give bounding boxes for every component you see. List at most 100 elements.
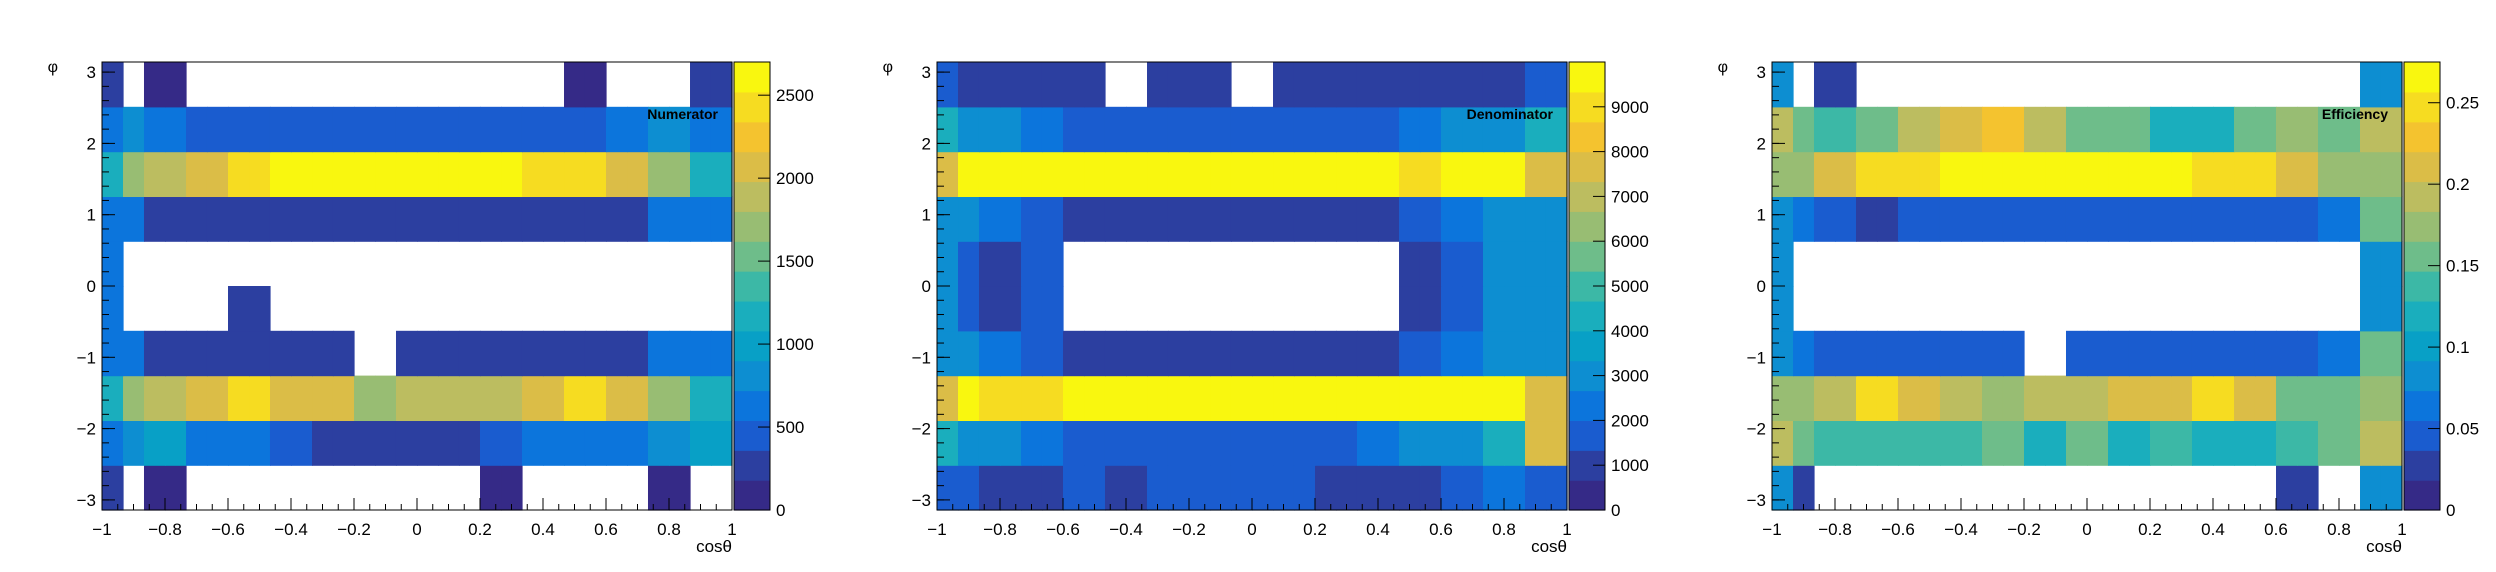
heatmap-cell [269, 151, 292, 198]
heatmap-cell [143, 106, 166, 153]
heatmap-cell [1021, 151, 1043, 198]
heatmap-cell [354, 196, 376, 242]
heatmap-cell [438, 196, 460, 242]
color-bar-tick-label: 7000 [1611, 187, 1649, 206]
heatmap-cell [143, 465, 166, 511]
heatmap-cell [1876, 375, 1899, 422]
x-tick-label: 1 [2397, 520, 2406, 539]
heatmap-cell [958, 375, 980, 422]
heatmap-cell [2087, 420, 2109, 466]
heatmap-cell [1898, 106, 1920, 153]
heatmap-cell [2297, 420, 2319, 466]
heatmap-cell [543, 375, 565, 422]
heatmap-cell [1482, 330, 1505, 377]
heatmap-cell [1252, 196, 1274, 242]
heatmap-cell [1230, 330, 1253, 377]
heatmap-cell [2087, 375, 2109, 422]
color-bar-tick-label: 1000 [776, 335, 814, 354]
x-tick-label: −0.4 [1944, 520, 1978, 539]
heatmap-cell [1813, 62, 1836, 108]
heatmap-cell [1336, 465, 1358, 511]
y-tick-label: 0 [922, 277, 931, 296]
heatmap-cell [1336, 330, 1358, 377]
heatmap-cell [2360, 151, 2382, 198]
color-bar-tick-label: 0.15 [2446, 257, 2479, 276]
heatmap-cell [690, 106, 712, 153]
heatmap-cell [1961, 106, 1983, 153]
color-bar-segment [2404, 271, 2440, 302]
color-bar-tick-label: 0 [776, 501, 785, 520]
heatmap-cell [123, 420, 145, 466]
heatmap-cell [1835, 330, 1857, 377]
heatmap-cell [417, 330, 439, 377]
heatmap-cell [1000, 375, 1022, 422]
heatmap-cell [1084, 420, 1106, 466]
heatmap-cell [2087, 106, 2109, 153]
heatmap-cell [669, 106, 691, 153]
heatmap-cell [2360, 420, 2382, 466]
heatmap-cell [1021, 241, 1043, 287]
heatmap-cell [1525, 241, 1547, 287]
heatmap-cell [521, 375, 544, 422]
heatmap-cell [647, 420, 670, 466]
heatmap-cell [1126, 465, 1148, 511]
x-tick-label: 0.2 [1303, 520, 1327, 539]
heatmap-cell [1772, 465, 1794, 511]
heatmap-cell [958, 241, 980, 287]
x-tick-label: −0.8 [148, 520, 182, 539]
heatmap-cell [1104, 330, 1127, 377]
color-bar-segment [2404, 480, 2440, 511]
heatmap-cell [332, 375, 355, 422]
x-axis-label: cosθ [1531, 537, 1567, 556]
heatmap-cell [312, 151, 334, 198]
heatmap-cell [1126, 420, 1148, 466]
x-tick-label: 0 [2082, 520, 2091, 539]
color-bar-segment [734, 420, 770, 451]
color-bar-segment [1569, 241, 1605, 272]
heatmap-cell [249, 330, 271, 377]
heatmap-cell [647, 465, 670, 511]
color-bar-segment [734, 480, 770, 511]
heatmap-cell [1041, 330, 1064, 377]
heatmap-cell [2150, 375, 2172, 422]
heatmap-cell [354, 106, 376, 153]
color-bar-tick-label: 2500 [776, 86, 814, 105]
heatmap-cell [978, 62, 1001, 108]
heatmap-cell [438, 375, 460, 422]
heatmap-cell [1293, 106, 1316, 153]
heatmap-cell [1230, 151, 1253, 198]
heatmap-cell [2234, 151, 2256, 198]
heatmap-cell [1167, 151, 1190, 198]
heatmap-cell [1419, 62, 1442, 108]
heatmap-cell [1356, 151, 1379, 198]
heatmap-cell [2045, 196, 2067, 242]
heatmap-cell [2065, 420, 2088, 466]
heatmap-cell [1982, 330, 2004, 377]
x-tick-label: 1 [1562, 520, 1571, 539]
heatmap-cell [1293, 465, 1316, 511]
heatmap-cell [1126, 196, 1148, 242]
heatmap-cell [249, 286, 271, 332]
color-bar-segment [2404, 420, 2440, 451]
heatmap-cell [312, 196, 334, 242]
heatmap-cell [291, 375, 313, 422]
heatmap-cell [937, 62, 959, 108]
heatmap-cell [123, 375, 145, 422]
heatmap-cell [480, 106, 502, 153]
heatmap-cell [1273, 151, 1295, 198]
heatmap-cell [1919, 420, 1941, 466]
heatmap-cell [1378, 420, 1400, 466]
heatmap-cell [978, 330, 1001, 377]
heatmap-cell [1021, 465, 1043, 511]
heatmap-cell [584, 330, 607, 377]
heatmap-cell [1772, 330, 1794, 377]
heatmap-cell [1482, 196, 1505, 242]
heatmap-cell [2254, 151, 2277, 198]
heatmap-cell [2108, 330, 2130, 377]
heatmap-cell [690, 196, 712, 242]
heatmap-cell [2150, 151, 2172, 198]
heatmap-cell [627, 330, 649, 377]
heatmap-cell [1230, 106, 1253, 153]
heatmap-cell [291, 106, 313, 153]
heatmap-cell [269, 375, 292, 422]
